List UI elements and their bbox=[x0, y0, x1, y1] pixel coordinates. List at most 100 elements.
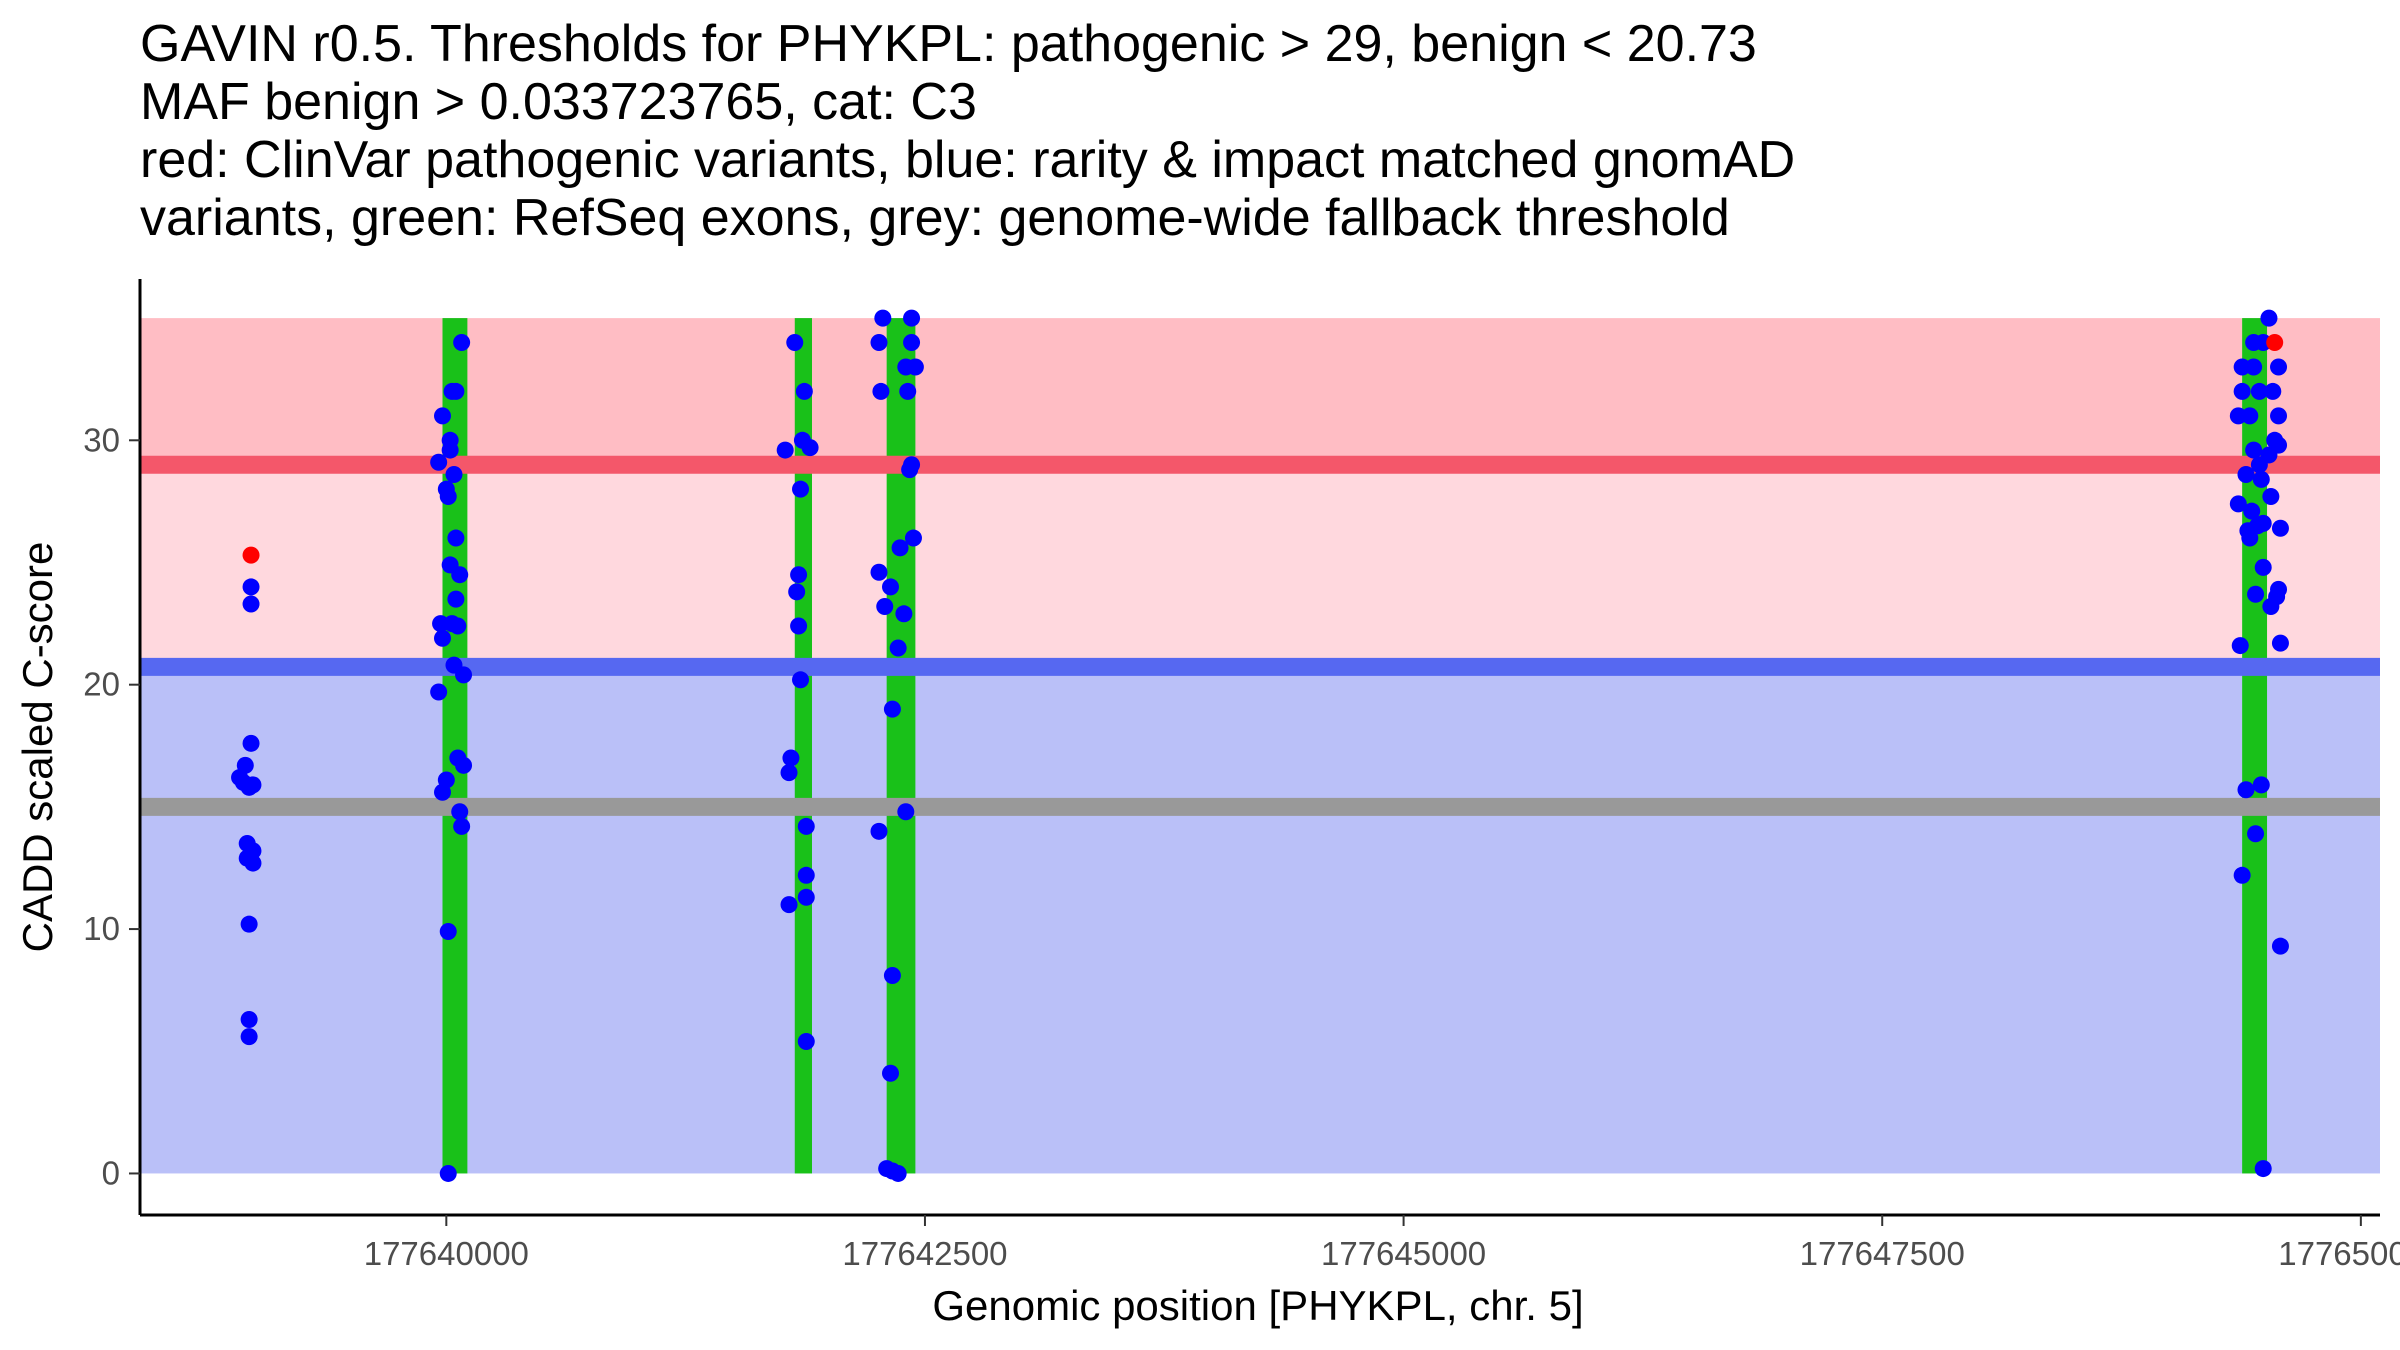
gnomad-variant-point bbox=[430, 683, 448, 701]
gnomad-variant-point bbox=[903, 334, 921, 352]
gnomad-variant-point bbox=[872, 382, 890, 400]
gnomad-variant-point bbox=[451, 566, 469, 584]
gnomad-variant-point bbox=[797, 1032, 815, 1050]
x-axis-ticks: 177640000 177642500 177645000 177647500 1776… bbox=[364, 1215, 2400, 1272]
gnomad-variant-point bbox=[453, 817, 471, 835]
axes bbox=[138, 279, 2380, 1217]
gnomad-variant-point bbox=[449, 617, 467, 635]
gnomad-variant-point bbox=[2250, 382, 2268, 400]
gnomad-variant-point bbox=[2231, 637, 2249, 655]
gnomad-variant-point bbox=[2241, 529, 2259, 547]
gnomad-variant-point bbox=[795, 382, 813, 400]
gnomad-variant-point bbox=[2247, 585, 2265, 603]
gnomad-variant-point bbox=[797, 866, 815, 884]
gnomad-variant-point bbox=[2262, 597, 2280, 615]
gnomad-variant-point bbox=[870, 334, 888, 352]
gnomad-variant-point bbox=[244, 854, 262, 872]
gnomad-variant-point bbox=[2243, 502, 2261, 520]
threshold-lines bbox=[140, 455, 2380, 816]
gnomad-variant-point bbox=[2254, 558, 2272, 576]
gnomad-variant-point bbox=[2245, 358, 2263, 376]
gnomad-variant-point bbox=[883, 967, 901, 985]
gnomad-variant-point bbox=[2233, 866, 2251, 884]
gnomad-variant-point bbox=[797, 888, 815, 906]
x-tick-label: 177647500 bbox=[1800, 1235, 1965, 1272]
gnomad-variant-point bbox=[2248, 517, 2266, 535]
y-tick-label: 10 bbox=[83, 910, 120, 947]
gnomad-variant-point bbox=[2260, 309, 2278, 327]
gnomad-variant-point bbox=[897, 803, 915, 821]
gnomad-variant-point bbox=[433, 629, 451, 647]
gnomad-variant-point bbox=[2254, 1160, 2272, 1178]
gnomad-variant-point bbox=[2270, 358, 2288, 376]
y-tick-label: 20 bbox=[83, 666, 120, 703]
gnomad-variant-point bbox=[782, 749, 800, 767]
gnomad-variant-point bbox=[433, 783, 451, 801]
gnomad-variant-point bbox=[2237, 466, 2255, 484]
gnomad-variant-point bbox=[234, 773, 252, 791]
y-axis-title: CADD scaled C-score bbox=[14, 542, 61, 953]
gnomad-variant-point bbox=[776, 441, 794, 459]
gnomad-variant-point bbox=[439, 923, 457, 941]
gnomad-variant-point bbox=[455, 666, 473, 684]
x-tick-label: 177645000 bbox=[1321, 1235, 1486, 1272]
gnomad-variant-point bbox=[447, 529, 465, 547]
gnomad-variant-point bbox=[874, 309, 892, 327]
gnomad-variant-point bbox=[441, 441, 459, 459]
gnomad-variant-point bbox=[242, 578, 260, 596]
gnomad-variant-point bbox=[906, 358, 924, 376]
gnomad-variant-point bbox=[455, 756, 473, 774]
gnomad-variant-point bbox=[903, 309, 921, 327]
gnomad-variant-point bbox=[786, 334, 804, 352]
gnomad-variant-point bbox=[242, 595, 260, 613]
gnomad-variant-point bbox=[451, 803, 469, 821]
benign-band-region bbox=[140, 666, 2380, 1174]
gnomad-variant-point bbox=[2271, 519, 2289, 537]
gnomad-variant-point bbox=[242, 734, 260, 752]
gnomad-variant-point bbox=[788, 583, 806, 601]
clinvar-variant-point bbox=[2266, 334, 2284, 352]
gnomad-variant-point bbox=[780, 764, 798, 782]
threshold-bands bbox=[140, 318, 2380, 1174]
chart-title-line-3: red: ClinVar pathogenic variants, blue: … bbox=[140, 131, 1796, 189]
gnomad-variant-point bbox=[433, 407, 451, 425]
gnomad-variant-point bbox=[2264, 382, 2282, 400]
gnomad-variant-point bbox=[790, 617, 808, 635]
gnomad-variant-point bbox=[2229, 495, 2247, 513]
gnomad-variant-point bbox=[236, 756, 254, 774]
gnomad-variant-point bbox=[447, 590, 465, 608]
gnomad-variant-point bbox=[2237, 781, 2255, 799]
gnomad-variant-point bbox=[801, 439, 819, 457]
gnomad-variant-point bbox=[2250, 456, 2268, 474]
gnomad-variant-point bbox=[2241, 407, 2259, 425]
gnomad-variant-point bbox=[2271, 937, 2289, 955]
gnomad-variant-point bbox=[2245, 441, 2263, 459]
gnomad-variant-point bbox=[439, 1164, 457, 1182]
exon-bar bbox=[794, 318, 812, 1174]
intermediate-band-region bbox=[140, 464, 2380, 667]
chart-title-line-1: GAVIN r0.5. Thresholds for PHYKPL: patho… bbox=[140, 15, 1757, 73]
gnomad-variant-point bbox=[899, 382, 917, 400]
gnomad-variant-point bbox=[870, 563, 888, 581]
gnomad-variant-point bbox=[889, 1164, 907, 1182]
gnomad-variant-point bbox=[447, 382, 465, 400]
gnomad-variant-point bbox=[240, 1010, 258, 1028]
gnomad-variant-point bbox=[792, 480, 810, 498]
gnomad-variant-point bbox=[2271, 634, 2289, 652]
gnomad-variant-point bbox=[2262, 488, 2280, 506]
gnomad-variant-point bbox=[2252, 470, 2270, 488]
x-tick-label: 177640000 bbox=[364, 1235, 529, 1272]
gnomad-variant-point bbox=[453, 334, 471, 352]
gnomad-variant-point bbox=[881, 1064, 899, 1082]
gnomad-variant-point bbox=[240, 1028, 258, 1046]
gnomad-variant-point bbox=[797, 817, 815, 835]
gnomad-variant-point bbox=[876, 597, 894, 615]
y-tick-label: 30 bbox=[83, 421, 120, 458]
x-axis-title: Genomic position [PHYKPL, chr. 5] bbox=[932, 1282, 1583, 1329]
gnomad-variant-point bbox=[780, 896, 798, 914]
chart-title-line-2: MAF benign > 0.033723765, cat: C3 bbox=[140, 73, 977, 131]
gnomad-variant-point bbox=[790, 566, 808, 584]
variant-points bbox=[231, 309, 2289, 1182]
gnomad-variant-point bbox=[889, 639, 907, 657]
gnomad-variant-point bbox=[240, 915, 258, 933]
